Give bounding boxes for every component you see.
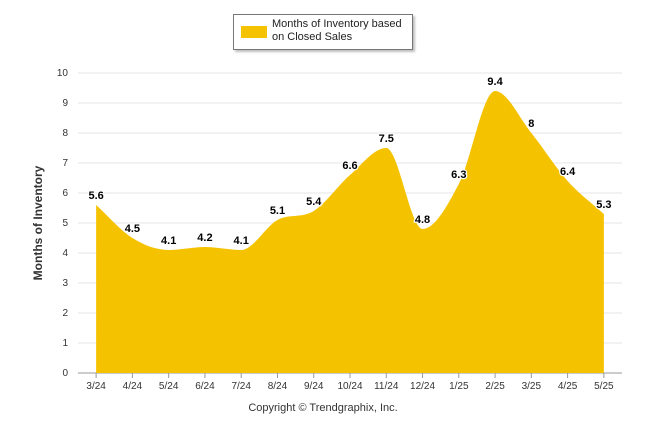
area-series bbox=[96, 91, 604, 373]
data-label: 4.1 bbox=[161, 235, 176, 247]
y-tick-label: 1 bbox=[62, 338, 68, 349]
data-label: 5.6 bbox=[88, 190, 103, 202]
y-tick-label: 0 bbox=[62, 368, 68, 379]
data-label: 6.4 bbox=[560, 166, 576, 178]
x-tick-label: 2/25 bbox=[485, 381, 505, 392]
x-tick-label: 4/25 bbox=[558, 381, 578, 392]
data-label: 5.1 bbox=[270, 205, 285, 217]
x-tick-label: 3/25 bbox=[522, 381, 542, 392]
y-tick-label: 4 bbox=[62, 248, 68, 259]
x-tick-label: 8/24 bbox=[268, 381, 288, 392]
x-tick-label: 4/24 bbox=[123, 381, 143, 392]
x-tick-label: 6/24 bbox=[195, 381, 215, 392]
x-tick-label: 9/24 bbox=[304, 381, 324, 392]
y-tick-label: 5 bbox=[62, 218, 68, 229]
legend: Months of Inventory based on Closed Sale… bbox=[233, 14, 413, 50]
x-tick-label: 11/24 bbox=[374, 381, 399, 392]
data-label: 6.6 bbox=[342, 160, 357, 172]
legend-label: Months of Inventory based on Closed Sale… bbox=[272, 18, 402, 43]
x-tick-label: 3/24 bbox=[86, 381, 106, 392]
data-label: 4.2 bbox=[197, 232, 212, 244]
data-label: 4.8 bbox=[415, 214, 430, 226]
y-tick-label: 2 bbox=[62, 308, 68, 319]
data-label: 9.4 bbox=[487, 76, 503, 88]
data-label: 5.4 bbox=[306, 196, 322, 208]
x-tick-label: 12/24 bbox=[410, 381, 435, 392]
data-labels: 5.6 4.5 4.1 4.2 4.1 5.1 5.4 6.6 7.5 4.8 6.3 9.4 8 6.4… bbox=[87, 75, 613, 249]
data-label: 5.3 bbox=[596, 199, 611, 211]
x-tick-label: 5/24 bbox=[159, 381, 179, 392]
area-fill bbox=[96, 91, 604, 373]
data-label: 7.5 bbox=[379, 133, 394, 145]
data-label: 6.3 bbox=[451, 169, 466, 181]
data-label: 8 bbox=[528, 118, 534, 130]
data-label: 4.5 bbox=[125, 223, 140, 235]
data-label: 4.1 bbox=[234, 235, 249, 247]
y-tick-label: 8 bbox=[62, 128, 68, 139]
y-tick-label: 10 bbox=[57, 68, 69, 79]
x-tick-label: 1/25 bbox=[449, 381, 469, 392]
y-tick-label: 3 bbox=[62, 278, 68, 289]
y-tick-label: 6 bbox=[62, 188, 68, 199]
copyright-footer: Copyright © Trendgraphix, Inc. bbox=[248, 402, 398, 414]
y-tick-label: 7 bbox=[62, 158, 68, 169]
x-tick-label: 7/24 bbox=[231, 381, 251, 392]
y-axis-title: Months of Inventory bbox=[31, 165, 45, 281]
x-tick-label: 5/25 bbox=[594, 381, 614, 392]
y-tick-label: 9 bbox=[62, 98, 68, 109]
x-tick-label: 10/24 bbox=[337, 381, 362, 392]
legend-swatch bbox=[241, 26, 267, 38]
x-axis-ticks: 3/24 4/24 5/24 6/24 7/24 8/24 9/24 10/24 11/24 12… bbox=[86, 373, 614, 392]
y-axis-ticks: 0 1 2 3 4 5 6 7 8 9 10 bbox=[57, 68, 69, 379]
